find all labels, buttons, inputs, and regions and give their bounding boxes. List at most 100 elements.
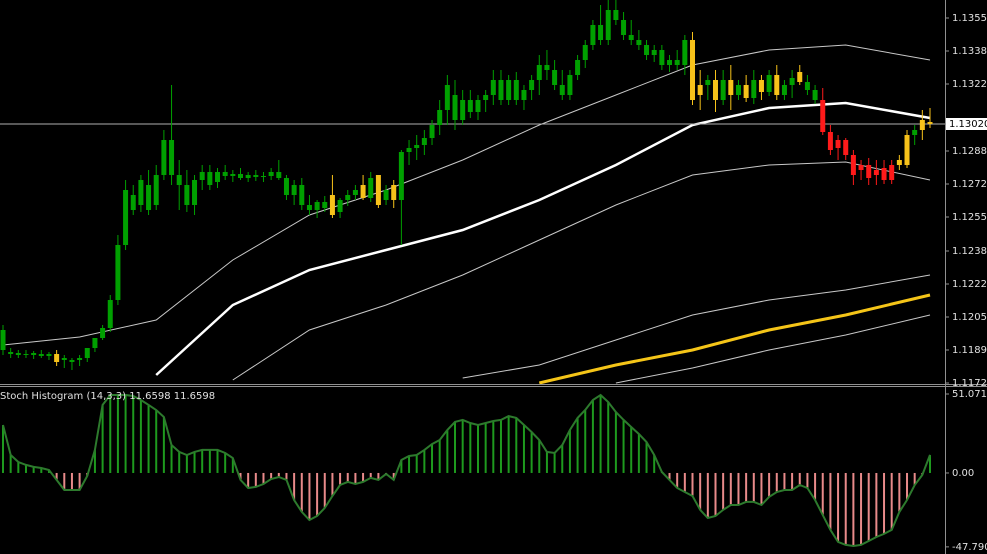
candle-body bbox=[452, 95, 458, 120]
candle-body bbox=[92, 338, 98, 348]
candle-body bbox=[322, 202, 328, 208]
y-tick-label: 0.00 bbox=[952, 468, 974, 479]
candle-body bbox=[352, 190, 358, 195]
candle-body bbox=[230, 174, 236, 176]
candle-body bbox=[260, 176, 266, 177]
y-tick-label: 51.0717 bbox=[952, 389, 987, 400]
candle-body bbox=[628, 35, 634, 40]
candle-body bbox=[8, 352, 14, 354]
candle-body bbox=[184, 185, 190, 205]
candle-body bbox=[54, 354, 60, 362]
indicator-line bbox=[538, 293, 931, 384]
candle-body bbox=[69, 360, 75, 362]
candle-body bbox=[391, 185, 397, 200]
candle-body bbox=[659, 50, 665, 65]
candle-body bbox=[61, 358, 67, 360]
candle-body bbox=[590, 25, 596, 45]
candle-body bbox=[77, 358, 83, 360]
candle-body bbox=[835, 140, 841, 148]
candle-body bbox=[598, 25, 604, 40]
candle-body bbox=[720, 80, 726, 100]
current-price-label: 1.13020 bbox=[949, 119, 987, 130]
candle-body bbox=[414, 145, 420, 148]
candle-body bbox=[513, 80, 519, 100]
candle-body bbox=[299, 185, 305, 205]
candle-body bbox=[130, 195, 136, 210]
candle-body bbox=[306, 205, 312, 210]
candle-body bbox=[843, 140, 849, 155]
candle-body bbox=[337, 200, 343, 212]
candle-body bbox=[283, 178, 289, 195]
candle-body bbox=[644, 45, 650, 55]
y-tick-label: 1.11725 bbox=[952, 378, 987, 389]
candle-body bbox=[199, 172, 205, 180]
candle-body bbox=[682, 40, 688, 65]
candle-body bbox=[697, 85, 703, 95]
candle-body bbox=[46, 354, 52, 356]
candle-body bbox=[605, 10, 611, 40]
candle-body bbox=[858, 165, 864, 170]
candle-body bbox=[728, 80, 734, 95]
candle-body bbox=[100, 328, 106, 338]
candle-body bbox=[23, 354, 29, 355]
candle-body bbox=[712, 80, 718, 100]
candle-body bbox=[904, 135, 910, 165]
indicator-line bbox=[462, 274, 931, 379]
y-tick-label: 1.12220 bbox=[952, 279, 987, 290]
candle-body bbox=[552, 70, 558, 85]
candle-body bbox=[781, 85, 787, 95]
candle-body bbox=[575, 60, 581, 75]
candle-body bbox=[873, 170, 879, 175]
candle-body bbox=[667, 60, 673, 65]
indicator-line bbox=[155, 101, 931, 376]
candle-body bbox=[490, 80, 496, 95]
candle-body bbox=[743, 85, 749, 98]
candle-body bbox=[896, 160, 902, 165]
candle-body bbox=[329, 195, 335, 215]
candle-body bbox=[812, 90, 818, 100]
candle-body bbox=[866, 165, 872, 178]
y-tick-label: 1.12385 bbox=[952, 246, 987, 257]
y-tick-label: -47.7906 bbox=[952, 542, 987, 553]
y-tick-label: 1.12720 bbox=[952, 179, 987, 190]
y-tick-label: 1.13385 bbox=[952, 46, 987, 57]
candle-body bbox=[115, 245, 121, 300]
candle-body bbox=[850, 155, 856, 175]
candle-body bbox=[161, 140, 167, 175]
candle-body bbox=[797, 72, 803, 82]
candle-body bbox=[506, 80, 512, 100]
candle-body bbox=[912, 130, 918, 135]
candle-body bbox=[375, 175, 381, 205]
y-tick-label: 1.11890 bbox=[952, 345, 987, 356]
candle-body bbox=[881, 168, 887, 180]
price-panel bbox=[0, 0, 945, 384]
candle-body bbox=[253, 175, 259, 177]
candle-body bbox=[621, 20, 627, 35]
y-tick-label: 1.13220 bbox=[952, 79, 987, 90]
candle-body bbox=[582, 45, 588, 60]
candle-body bbox=[521, 90, 527, 100]
candle-body bbox=[237, 174, 243, 178]
y-tick-label: 1.12555 bbox=[952, 212, 987, 223]
candle-body bbox=[207, 172, 213, 185]
candle-body bbox=[345, 195, 351, 200]
candle-body bbox=[889, 165, 895, 180]
indicator-line bbox=[232, 161, 931, 381]
candle-body bbox=[827, 132, 833, 150]
candle-body bbox=[467, 100, 473, 112]
candle-body bbox=[421, 138, 427, 145]
candle-body bbox=[766, 75, 772, 92]
candle-body bbox=[276, 172, 282, 178]
indicator-line bbox=[615, 314, 931, 384]
candle-body bbox=[751, 80, 757, 98]
oscillator-title: Stoch Histogram (14,3,3) 11.6598 11.6598 bbox=[0, 391, 215, 402]
candle-body bbox=[536, 65, 542, 80]
candle-body bbox=[789, 78, 795, 85]
candle-body bbox=[559, 85, 565, 95]
candle-body bbox=[138, 180, 144, 205]
candle-body bbox=[268, 172, 274, 176]
candle-body bbox=[169, 140, 175, 175]
candle-body bbox=[215, 172, 221, 182]
candle-body bbox=[398, 152, 404, 200]
